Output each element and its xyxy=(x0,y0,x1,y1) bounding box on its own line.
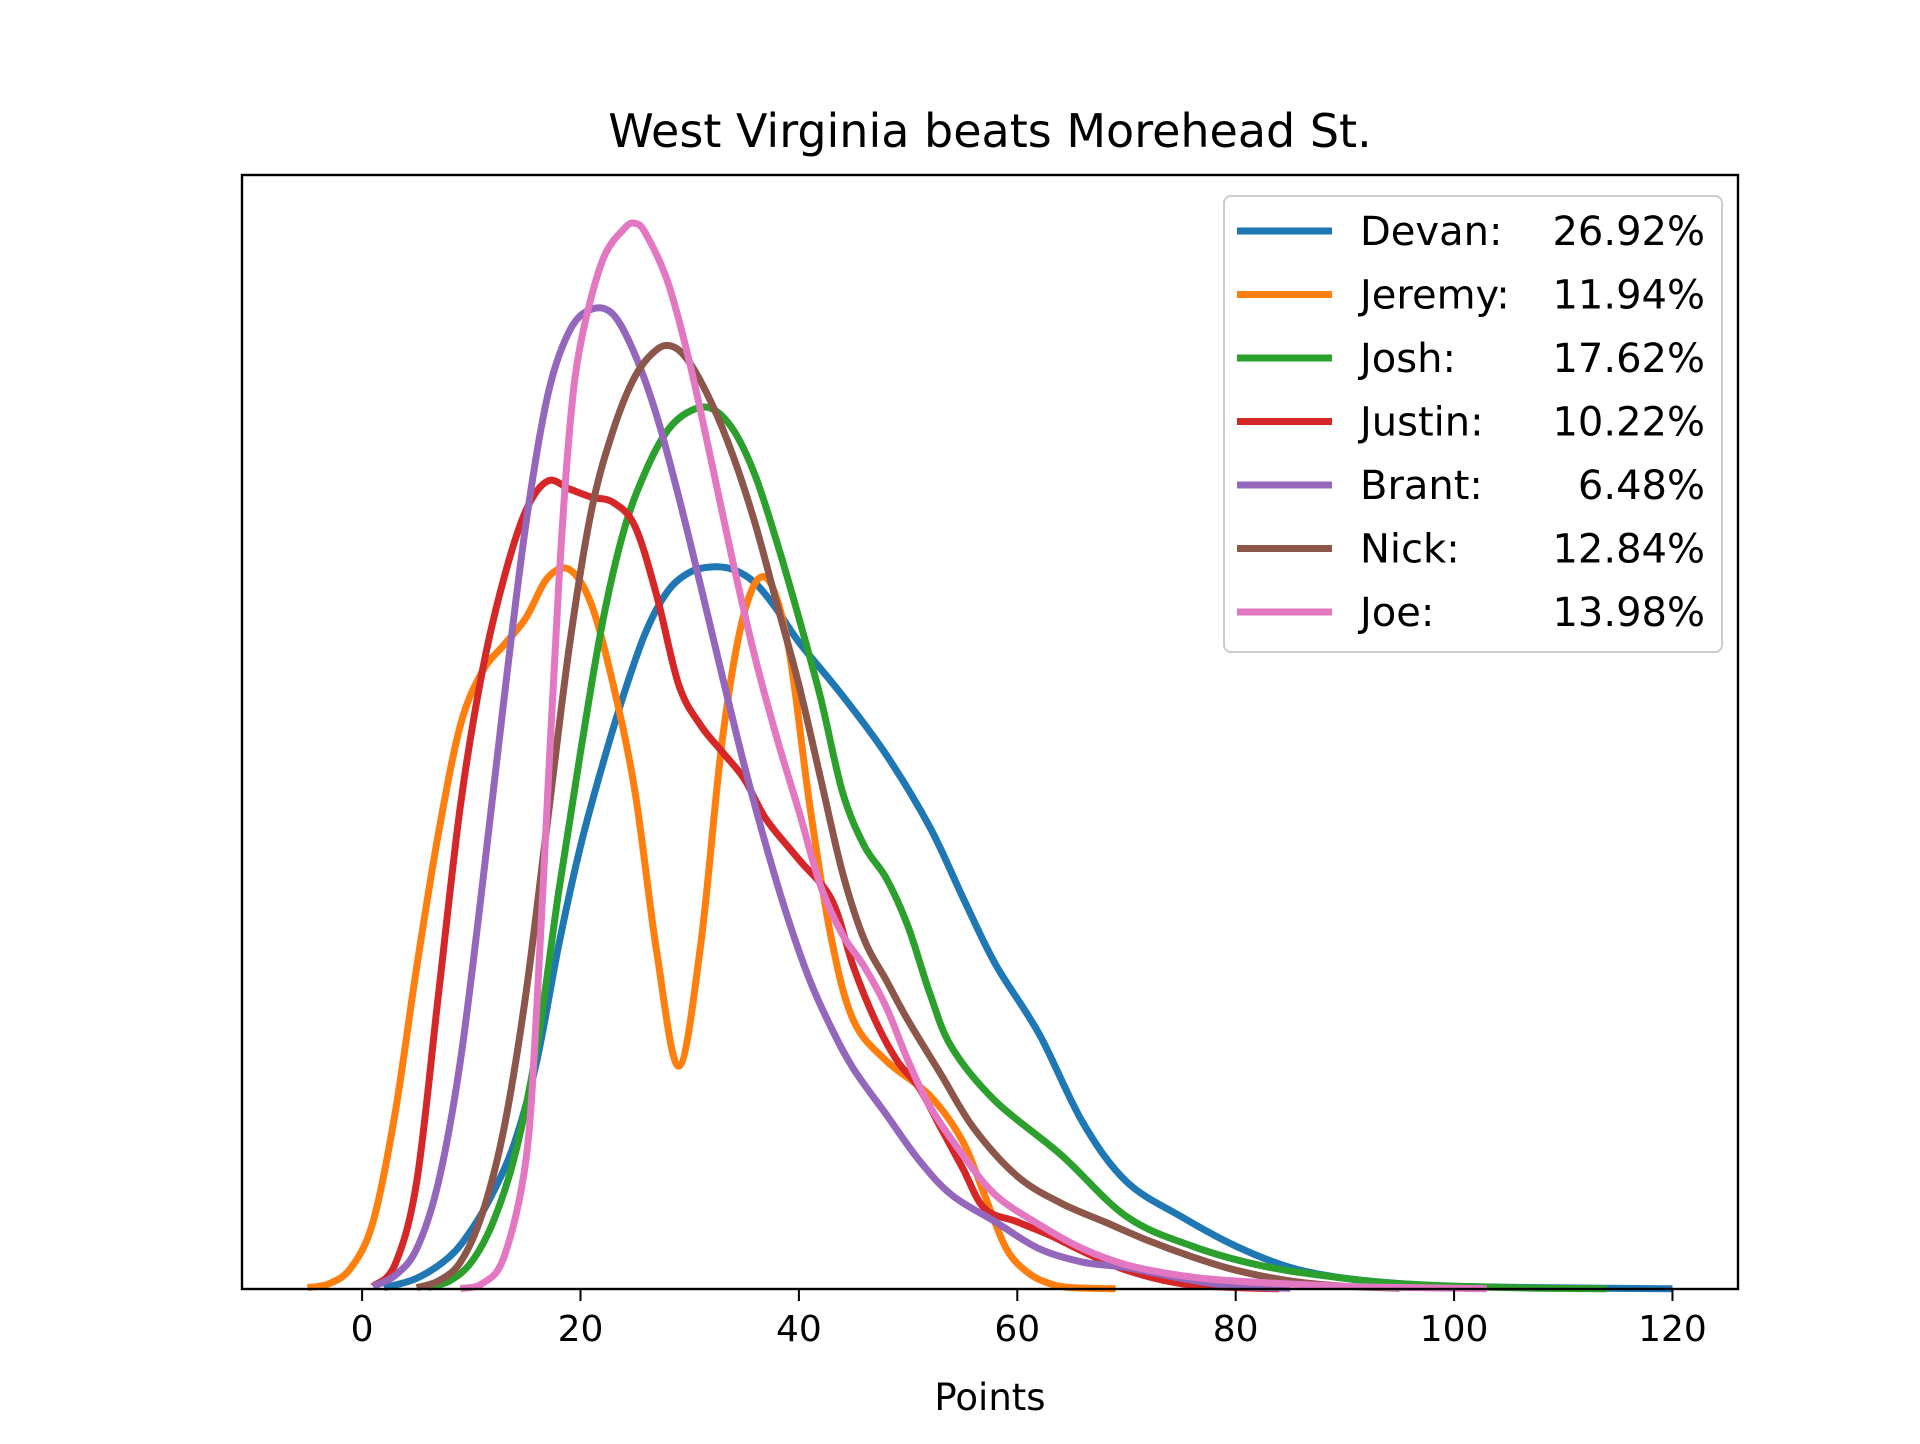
x-tick-label: 100 xyxy=(1420,1309,1489,1350)
legend-pct-joe: 13.98% xyxy=(1552,590,1705,636)
x-tick-label: 20 xyxy=(558,1309,604,1350)
legend-pct-josh: 17.62% xyxy=(1552,336,1705,382)
series-line-brant xyxy=(371,304,1291,1292)
legend-label-brant: Brant: xyxy=(1360,463,1483,509)
legend-label-jeremy: Jeremy: xyxy=(1357,273,1510,319)
legend-pct-justin: 10.22% xyxy=(1552,400,1705,446)
legend-pct-jeremy: 11.94% xyxy=(1552,273,1705,319)
x-axis-ticks: 0 20 40 60 80 100 120 xyxy=(351,1289,1707,1350)
series-line-nick xyxy=(415,341,1400,1292)
legend-pct-devan: 26.92% xyxy=(1552,209,1705,255)
legend-pct-nick: 12.84% xyxy=(1552,527,1705,573)
series-line-joe xyxy=(459,219,1487,1293)
series-layer xyxy=(306,219,1673,1293)
legend-label-justin: Justin: xyxy=(1357,400,1484,446)
x-tick-label: 40 xyxy=(776,1309,822,1350)
legend-pct-brant: 6.48% xyxy=(1578,463,1705,509)
legend-label-devan: Devan: xyxy=(1360,209,1502,255)
legend-label-josh: Josh: xyxy=(1357,336,1456,382)
x-axis-label: Points xyxy=(934,1376,1045,1419)
chart-title: West Virginia beats Morehead St. xyxy=(608,104,1371,158)
series-line-jeremy xyxy=(306,564,1116,1293)
x-tick-label: 80 xyxy=(1213,1309,1259,1350)
series-line-josh xyxy=(426,403,1607,1293)
legend: Devan: 26.92% Jeremy: 11.94% Josh: 17.62% Just… xyxy=(1223,195,1723,653)
plot-frame xyxy=(240,173,1740,1291)
legend-label-nick: Nick: xyxy=(1360,527,1460,573)
series-line-justin xyxy=(370,476,1280,1293)
legend-label-joe: Joe: xyxy=(1357,590,1434,636)
x-tick-label: 120 xyxy=(1638,1309,1707,1350)
legend-box xyxy=(1223,195,1723,653)
x-tick-label: 60 xyxy=(994,1309,1040,1350)
x-tick-label: 0 xyxy=(351,1309,374,1350)
